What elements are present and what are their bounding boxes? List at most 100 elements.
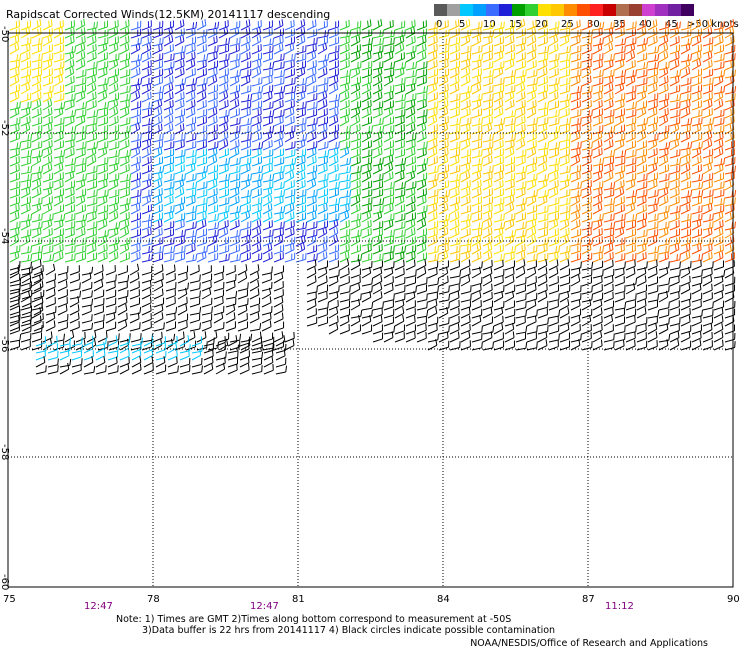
wind-barb [207, 213, 219, 223]
wind-barb [9, 227, 20, 239]
wind-barb [64, 75, 75, 87]
wind-barb [526, 234, 537, 247]
wind-barb [53, 243, 64, 255]
wind-barb [75, 213, 88, 223]
wind-barb [163, 91, 174, 103]
wind-barb [317, 179, 328, 191]
wind-barb [207, 99, 218, 111]
wind-barb [350, 275, 361, 287]
wind-barb [438, 219, 449, 231]
wind-barb [372, 147, 383, 159]
wind-barb [306, 101, 318, 111]
wind-barb [691, 269, 703, 279]
wind-barb [559, 165, 571, 175]
wind-barb [105, 274, 117, 284]
wind-barb [713, 21, 725, 31]
wind-barb [350, 203, 361, 215]
wind-barb [614, 149, 627, 159]
wind-barb [570, 141, 582, 151]
wind-barb [229, 59, 240, 71]
wind-barb [207, 60, 219, 71]
wind-barb [559, 133, 571, 143]
wind-barb [249, 288, 260, 300]
wind-barb [108, 43, 119, 55]
wind-barb [394, 42, 405, 55]
wind-barb [97, 83, 108, 95]
wind-barb [581, 109, 593, 119]
wind-barb [31, 19, 42, 31]
wind-barb [328, 44, 340, 55]
wind-barb [647, 267, 658, 279]
wind-barb [680, 155, 691, 167]
wind-barb [427, 189, 439, 199]
wind-barb [515, 221, 527, 231]
wind-barb [174, 83, 185, 95]
wind-barb [174, 35, 185, 47]
wind-barb [394, 52, 405, 63]
wind-barb [119, 35, 130, 47]
wind-barb [86, 132, 97, 143]
wind-barb [592, 52, 604, 63]
wind-barb [229, 99, 240, 111]
wind-barb [75, 132, 86, 143]
wind-barb [592, 218, 603, 231]
wind-barb [251, 147, 262, 159]
wind-barb [471, 171, 482, 183]
wind-barb [229, 44, 240, 55]
wind-barb [405, 195, 416, 207]
wind-barb [482, 165, 494, 175]
wind-barb [383, 283, 394, 295]
wind-barb [658, 141, 671, 151]
wind-barb [163, 107, 174, 119]
wind-barb [240, 148, 252, 159]
wind-barb [163, 211, 174, 223]
wind-barb [383, 325, 396, 335]
wind-barb [130, 146, 141, 159]
wind-barb [284, 180, 295, 191]
wind-barb [416, 51, 427, 63]
wind-barb [185, 163, 196, 175]
wind-barb [537, 148, 548, 159]
wind-barb [526, 59, 537, 71]
wind-barb [603, 333, 615, 343]
wind-barb [284, 77, 296, 87]
wind-barb [636, 154, 647, 167]
wind-barb [185, 205, 197, 215]
wind-barb [86, 211, 97, 223]
wind-barb [427, 68, 439, 79]
wind-barb [174, 155, 185, 167]
wind-barb [53, 194, 64, 207]
wind-barb [9, 156, 20, 167]
wind-barb [603, 307, 614, 319]
wind-barb [438, 325, 450, 335]
wind-barb [31, 165, 44, 175]
wind-barb [405, 285, 418, 295]
wind-barb [75, 147, 86, 159]
wind-barb [64, 133, 76, 143]
wind-barb [207, 67, 218, 79]
wind-barb [31, 187, 42, 199]
wind-barb [83, 365, 96, 375]
wind-barb [53, 26, 64, 39]
wind-barb [636, 69, 648, 79]
wind-barb [273, 85, 286, 95]
wind-barb [31, 213, 43, 223]
wind-barb [196, 116, 207, 127]
wind-barb [108, 115, 119, 127]
wind-barb [86, 21, 98, 31]
wind-barb [53, 52, 65, 63]
wind-barb [559, 179, 570, 191]
wind-barb [225, 265, 236, 276]
wind-barb [31, 91, 42, 103]
wind-barb [559, 245, 571, 255]
wind-barb [64, 84, 76, 95]
wind-barb [372, 315, 383, 327]
wind-barb [295, 253, 307, 263]
legend-label-15: 15 [509, 19, 522, 30]
wind-barb [460, 99, 471, 111]
wind-barb [438, 106, 449, 119]
wind-barb [130, 163, 141, 175]
wind-barb [328, 163, 339, 175]
wind-barb [207, 107, 218, 119]
